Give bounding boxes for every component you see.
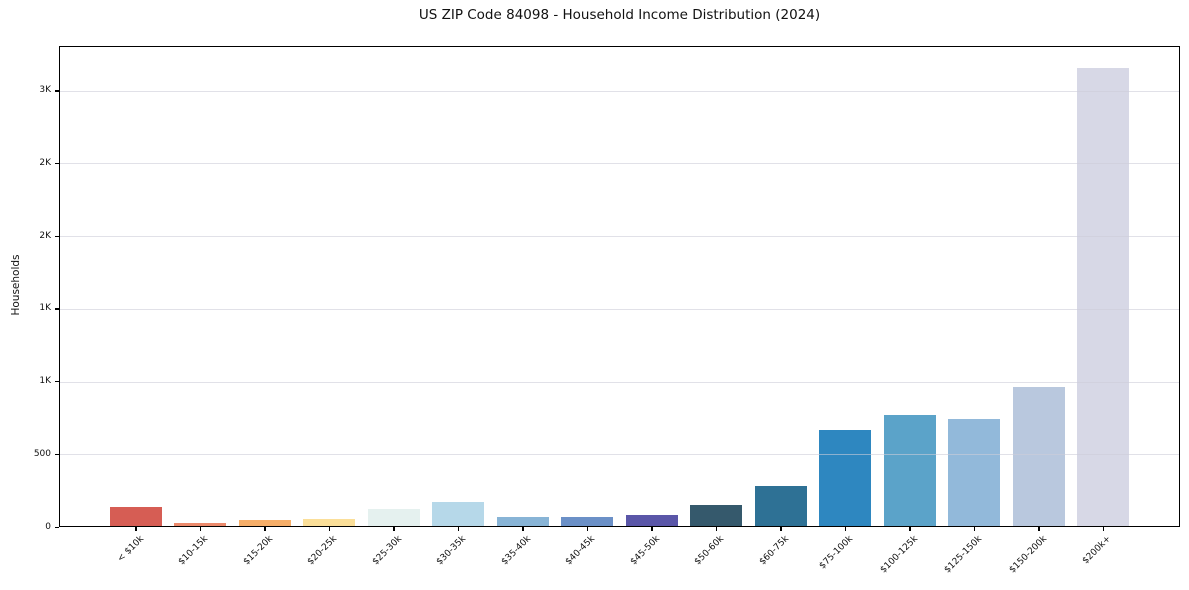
y-tick-mark xyxy=(55,235,59,237)
chart-title: US ZIP Code 84098 - Household Income Dis… xyxy=(418,7,821,23)
x-tick-mark xyxy=(199,527,202,531)
x-tick-mark xyxy=(264,527,266,531)
plot-area xyxy=(59,46,1180,527)
gridline-3K xyxy=(59,90,1180,92)
y-tick-label: 3K xyxy=(39,85,51,96)
bar-$60-75k xyxy=(754,485,807,527)
x-tick-label-$200k+: $200k+ xyxy=(1081,534,1114,567)
bar-$30-35k xyxy=(432,502,485,527)
bar-$125-150k xyxy=(948,418,1001,527)
x-tick-label-$20-25k: $20-25k xyxy=(306,534,340,568)
gridline-2K xyxy=(59,163,1180,165)
x-tick-label-$60-75k: $60-75k xyxy=(757,534,791,568)
gridline-500 xyxy=(59,454,1180,456)
y-tick-mark xyxy=(55,90,59,92)
y-tick-mark xyxy=(55,453,59,456)
x-tick-label-$30-35k: $30-35k xyxy=(435,534,469,568)
y-tick-mark xyxy=(55,162,59,165)
bar-$75-100k xyxy=(819,429,872,527)
bar-$150-200k xyxy=(1012,386,1065,527)
gridline-1K xyxy=(59,381,1180,383)
x-tick-label-$50-60k: $50-60k xyxy=(693,534,727,568)
gridline-1K xyxy=(59,308,1180,310)
bars-layer xyxy=(59,46,1180,527)
grid-layer xyxy=(59,46,1180,527)
x-tick-label-$35-40k: $35-40k xyxy=(499,534,533,568)
x-tick-mark xyxy=(780,527,782,531)
x-tick-label-$25-30k: $25-30k xyxy=(370,534,404,568)
x-tick-label-$15-20k: $15-20k xyxy=(241,534,275,568)
bar-$200k+ xyxy=(1077,67,1130,527)
bar-$45-50k xyxy=(625,515,678,527)
gridline-2K xyxy=(59,236,1180,238)
y-tick-label: 2K xyxy=(39,230,51,241)
x-tick-label-$125-150k: $125-150k xyxy=(942,534,985,576)
x-tick-label-$40-45k: $40-45k xyxy=(564,534,598,568)
bar-$35-40k xyxy=(496,516,549,527)
y-tick-label: 500 xyxy=(33,448,51,459)
bar-< $10k xyxy=(109,506,162,527)
x-tick-mark xyxy=(651,527,653,531)
x-tick-mark xyxy=(328,527,331,531)
x-tick-mark xyxy=(135,527,137,531)
bar-$15-20k xyxy=(238,520,291,527)
x-tick-label-$10-15k: $10-15k xyxy=(177,534,211,568)
bar-$20-25k xyxy=(303,519,356,527)
bar-$25-30k xyxy=(367,508,420,527)
x-tick-mark xyxy=(1102,527,1105,531)
x-tick-label-$100-125k: $100-125k xyxy=(878,534,920,576)
bar-$50-60k xyxy=(690,505,743,527)
bar-$10-15k xyxy=(174,522,227,527)
x-tick-mark xyxy=(393,527,395,531)
x-tick-mark xyxy=(1038,527,1040,531)
x-tick-mark xyxy=(844,527,847,531)
y-tick-mark xyxy=(55,308,59,310)
x-tick-label-< $10k: < $10k xyxy=(115,534,146,565)
x-tick-label-$45-50k: $45-50k xyxy=(628,534,662,568)
x-tick-mark xyxy=(457,527,460,531)
y-tick-mark xyxy=(55,526,59,528)
x-tick-mark xyxy=(973,527,976,531)
x-tick-mark xyxy=(715,527,718,531)
bar-$100-125k xyxy=(883,415,936,527)
y-tick-label: 1K xyxy=(39,303,51,314)
y-tick-mark xyxy=(55,381,59,383)
x-tick-mark xyxy=(586,527,589,531)
y-tick-label: 1K xyxy=(39,376,51,387)
x-tick-label-$75-100k: $75-100k xyxy=(817,534,856,572)
bar-$40-45k xyxy=(561,516,614,527)
x-tick-mark xyxy=(909,527,911,531)
x-tick-mark xyxy=(522,527,524,531)
x-tick-label-$150-200k: $150-200k xyxy=(1007,534,1049,576)
y-tick-label: 0 xyxy=(45,521,51,532)
y-tick-label: 2K xyxy=(39,157,51,168)
